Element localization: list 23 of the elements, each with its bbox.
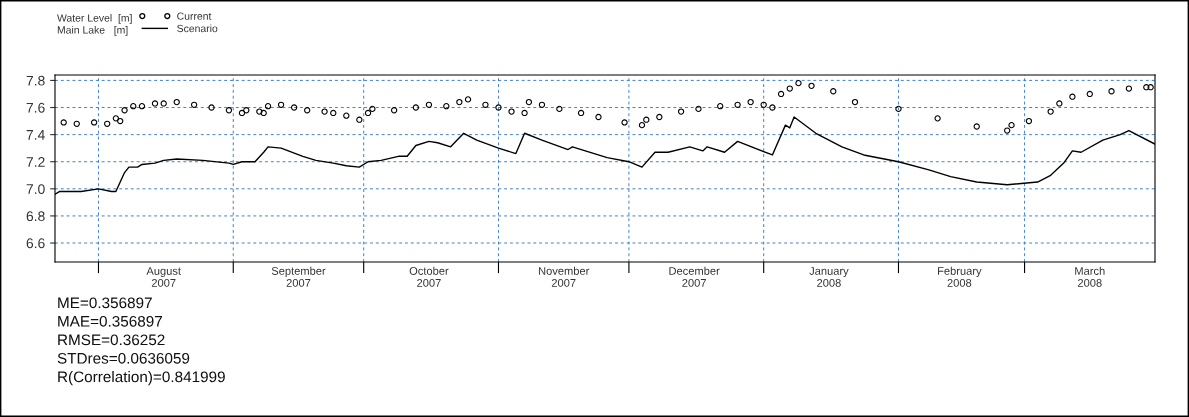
y-tick-label: 7.0: [26, 184, 45, 194]
x-tick-label: November 2007: [538, 266, 590, 287]
y-tick-label: 7.2: [26, 157, 45, 167]
x-tick-label: August 2007: [146, 267, 181, 287]
x-tick-label: December 2007: [669, 266, 720, 287]
x-tick-label: September 2007: [271, 266, 326, 287]
y-tick-label: 6.8: [26, 211, 45, 222]
x-tick-label: January 2008: [809, 267, 849, 287]
y-tick-label: 7.4: [26, 130, 45, 140]
text: MAE=0.356897: [58, 315, 162, 327]
x-tick-label: February 2008: [938, 266, 982, 287]
y-axis-title: Water Level [m] Main Lake [m]: [57, 14, 132, 36]
y-tick-label: 7.6: [26, 102, 45, 113]
x-tick-label: October 2007: [409, 266, 449, 287]
legend-label: Scenario: [177, 24, 218, 33]
text: STDres=0.0636059: [57, 352, 190, 364]
x-tick-label: March 2008: [1075, 266, 1105, 287]
legend-label: Current: [177, 12, 212, 20]
y-tick-label: 6.6: [26, 238, 45, 249]
y-tick-label: 7.8: [26, 75, 45, 86]
text: R(Correlation)=0.841999: [58, 371, 225, 386]
text: ME=0.356897: [58, 297, 152, 309]
text: RMSE=0.36252: [58, 334, 165, 346]
